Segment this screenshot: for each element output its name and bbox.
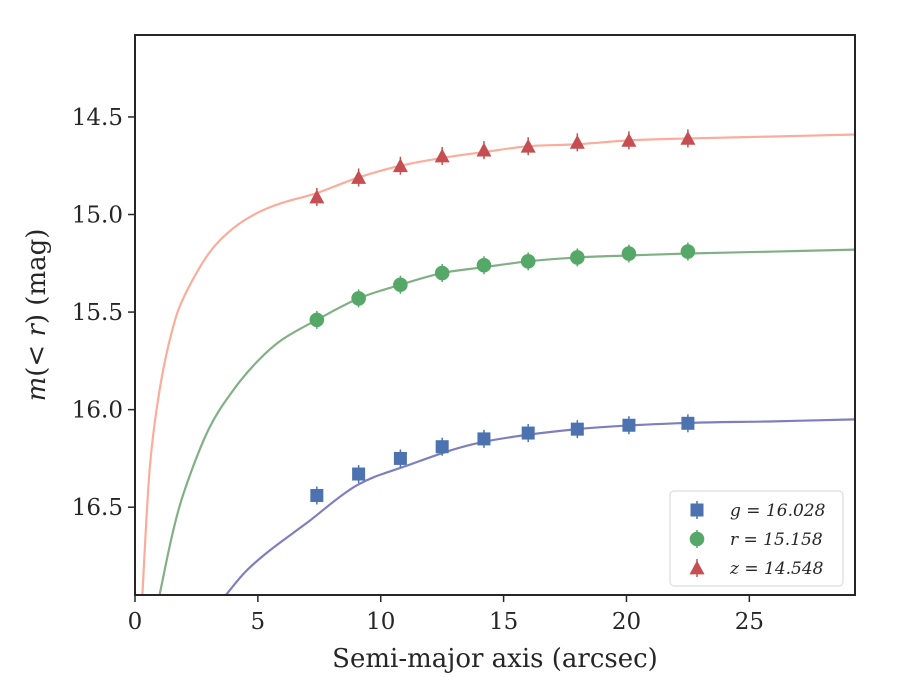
plot-frame: [134, 34, 856, 596]
y-axis-title: m(< r) (mag): [22, 229, 52, 402]
data-point-circle: [570, 250, 585, 265]
data-point-square: [393, 451, 407, 465]
data-point-circle: [621, 246, 637, 261]
x-ticks: 0 5 10 15 20 25: [128, 595, 764, 635]
data-point-square: [521, 426, 535, 440]
data-point-circle: [476, 257, 492, 273]
y-tick-label: 15.5: [72, 300, 123, 326]
y-tick-label: 14.5: [72, 105, 123, 131]
data-point-square: [435, 440, 449, 454]
legend-marker-triangle: [689, 560, 705, 575]
data-point-square: [681, 416, 695, 430]
x-tick-label: 10: [366, 609, 395, 635]
data-point-square: [570, 422, 584, 436]
data-point-square: [352, 467, 366, 481]
x-tick-label: 15: [489, 609, 518, 635]
data-point-triangle: [309, 189, 325, 204]
x-tick-label: 0: [128, 609, 143, 635]
data-point-triangle: [520, 138, 536, 153]
data-point-circle: [393, 277, 408, 293]
data-point-square: [310, 488, 324, 502]
data-point-triangle: [392, 158, 408, 173]
y-tick-label: 15.0: [72, 203, 123, 229]
x-tick-label: 20: [612, 609, 641, 635]
data-point-triangle: [680, 130, 696, 145]
data-markers: [309, 129, 696, 505]
data-point-circle: [309, 312, 325, 328]
legend-label: z = 14.548: [729, 559, 824, 579]
data-point-circle: [434, 265, 450, 281]
data-point-triangle: [351, 169, 367, 184]
legend-frame: [669, 490, 844, 587]
y-ticks: 14.5 15.0 15.5 16.0 16.5: [72, 105, 135, 521]
x-tick-label: 25: [735, 609, 764, 635]
fit-curve-circle: [158, 248, 856, 596]
data-point-square: [622, 418, 636, 432]
data-point-circle: [520, 254, 536, 269]
data-point-square: [477, 432, 491, 446]
data-point-triangle: [476, 142, 492, 157]
x-axis-title: Semi-major axis (arcsec): [332, 644, 658, 674]
legend-marker-square: [690, 503, 704, 517]
data-point-triangle: [434, 148, 450, 163]
legend-marker-circle: [689, 531, 705, 547]
y-tick-label: 16.5: [72, 495, 123, 521]
legend: g = 16.028 r = 15.158 z = 14.548: [669, 490, 844, 587]
data-point-triangle: [621, 132, 637, 147]
x-tick-label: 5: [251, 609, 266, 635]
data-point-circle: [680, 244, 696, 259]
data-point-circle: [351, 291, 366, 306]
y-tick-label: 16.0: [72, 398, 123, 424]
legend-label: g = 16.028: [730, 501, 826, 521]
fit-curve-square: [225, 418, 856, 596]
legend-label: r = 15.158: [730, 530, 823, 550]
data-point-triangle: [569, 134, 585, 149]
